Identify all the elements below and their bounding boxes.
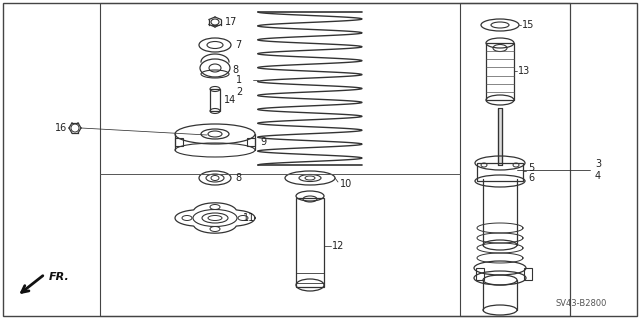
Text: SV43-B2800: SV43-B2800 bbox=[555, 299, 606, 308]
Text: 1: 1 bbox=[236, 75, 242, 85]
Text: 13: 13 bbox=[518, 66, 531, 76]
Text: FR.: FR. bbox=[49, 272, 70, 282]
Bar bbox=[460, 3, 570, 316]
Bar bbox=[476, 268, 484, 280]
Text: 11: 11 bbox=[243, 213, 255, 223]
Bar bbox=[175, 138, 183, 146]
Text: 6: 6 bbox=[528, 173, 534, 183]
Bar bbox=[210, 89, 220, 111]
Text: 8: 8 bbox=[235, 173, 241, 183]
Text: 17: 17 bbox=[225, 17, 237, 27]
Text: 10: 10 bbox=[340, 179, 352, 189]
Text: 9: 9 bbox=[260, 137, 266, 147]
Text: 2: 2 bbox=[236, 87, 243, 97]
Bar bbox=[524, 268, 532, 280]
Text: 3: 3 bbox=[595, 159, 601, 169]
Text: 14: 14 bbox=[224, 95, 236, 105]
Text: 15: 15 bbox=[522, 20, 534, 30]
Text: 7: 7 bbox=[235, 40, 241, 50]
Text: 12: 12 bbox=[332, 241, 344, 251]
Bar bbox=[486, 43, 514, 100]
Bar bbox=[296, 198, 324, 287]
Text: 4: 4 bbox=[595, 171, 601, 181]
Bar bbox=[247, 138, 255, 146]
Text: 5: 5 bbox=[528, 163, 534, 173]
Bar bbox=[100, 3, 570, 316]
Bar bbox=[498, 108, 502, 165]
Text: 16: 16 bbox=[55, 123, 67, 133]
Bar bbox=[477, 163, 523, 181]
Text: 8: 8 bbox=[232, 65, 238, 75]
